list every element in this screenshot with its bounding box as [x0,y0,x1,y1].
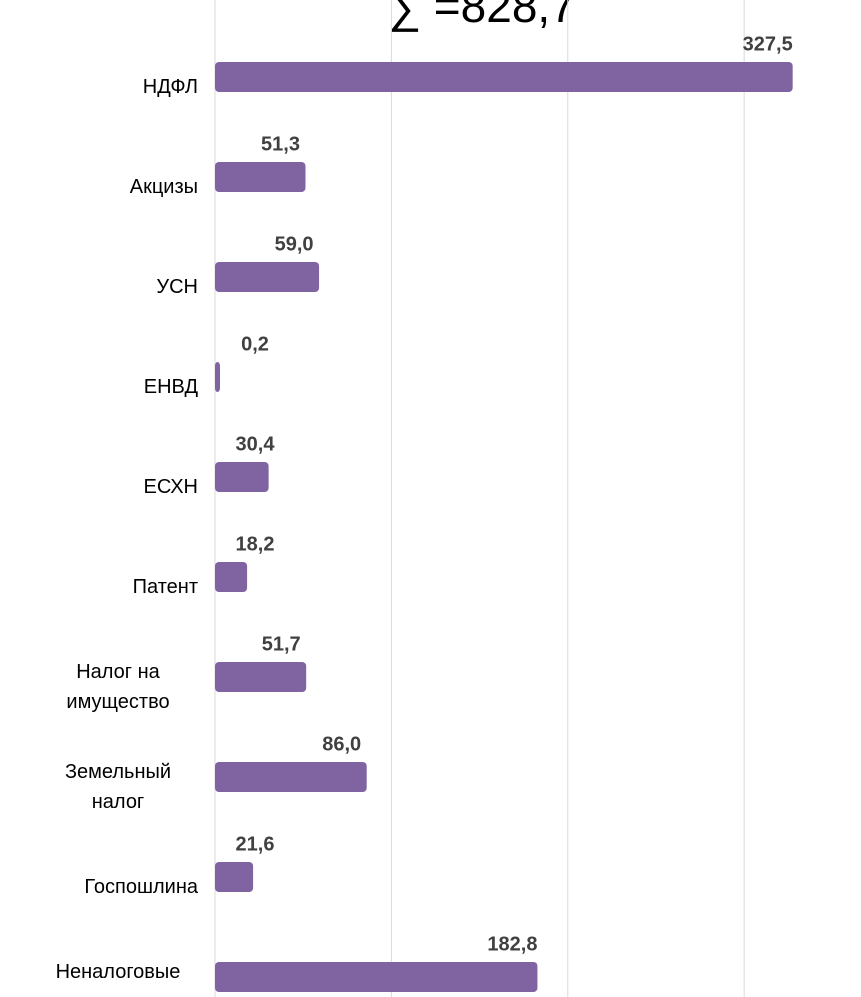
category-text: Земельный налог [64,761,172,813]
bar [215,562,248,592]
bar [215,62,793,92]
category-text: УСН [156,276,198,298]
bar [215,462,269,492]
data-label: 51,7 [262,633,301,655]
data-label: 0,2 [241,333,269,355]
data-label: 30,4 [236,433,276,455]
category-label: Неналоговые доходы [0,957,198,997]
category-label: Патент [0,572,198,602]
category-text: Госпошлина [84,876,198,898]
bar [215,662,307,692]
bar [215,962,538,992]
category-text: Неналоговые доходы [55,961,181,997]
category-text: ЕНВД [143,376,198,398]
category-label: Госпошлина [0,872,198,902]
chart-title: ∑ =828,7 [388,0,576,32]
bar [215,262,320,292]
data-label: 21,6 [236,833,275,855]
data-label: 18,2 [236,533,275,555]
data-label: 59,0 [275,233,314,255]
bar [215,862,254,892]
category-label: Налог на имущество [0,657,198,717]
category-label: ЕСХН [0,472,198,502]
data-label: 86,0 [322,733,361,755]
bar [215,162,306,192]
category-label: НДФЛ [0,72,198,102]
category-text: ЕСХН [143,476,198,498]
category-text: Акцизы [129,176,198,198]
data-label: 327,5 [743,33,793,55]
category-label: ЕНВД [0,372,198,402]
category-text: Патент [132,576,198,598]
category-text: Налог на имущество [66,661,170,713]
bar [215,762,367,792]
category-label: УСН [0,272,198,302]
data-label: 182,8 [487,933,537,955]
category-label: Акцизы [0,172,198,202]
category-text: НДФЛ [142,76,198,98]
category-label: Земельный налог [0,757,198,817]
data-label: 51,3 [261,133,300,155]
bar [215,362,220,392]
